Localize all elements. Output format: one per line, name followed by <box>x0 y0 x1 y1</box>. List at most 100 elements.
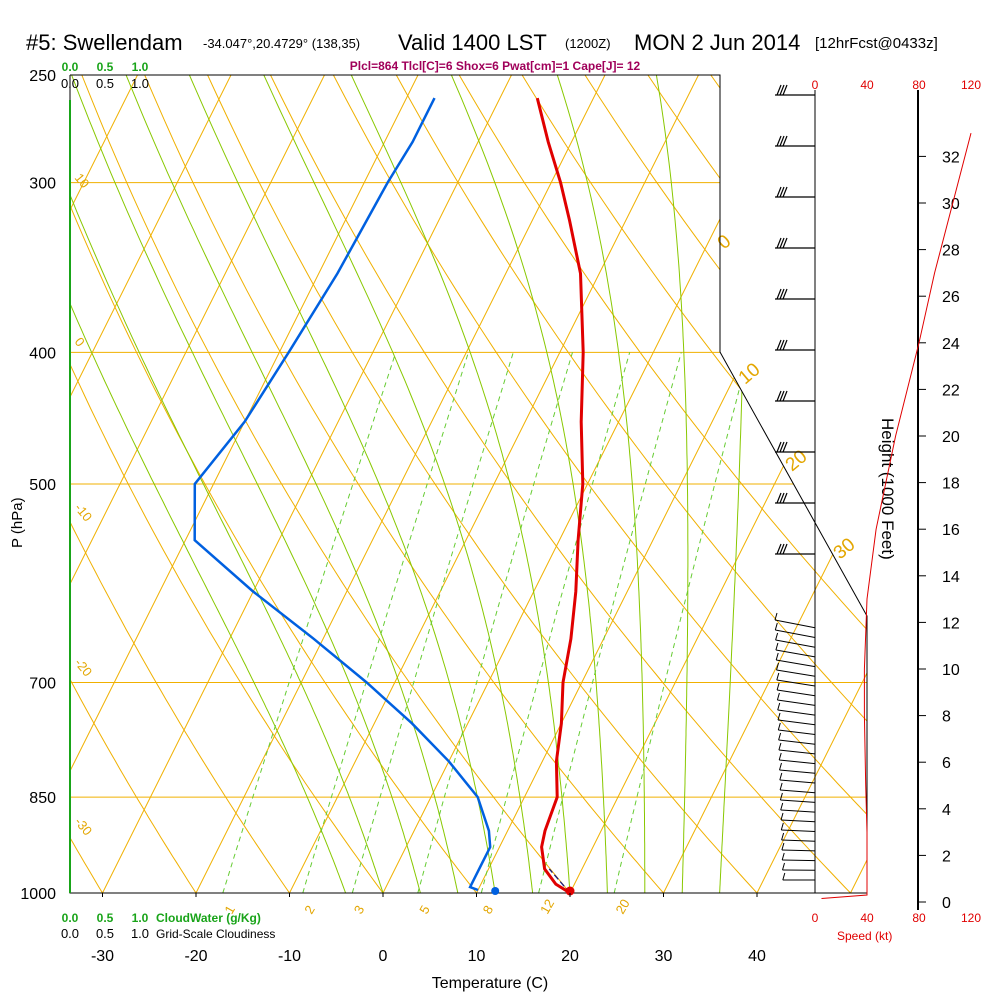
pressure-tick-label: 400 <box>29 345 56 362</box>
wind-barb <box>777 722 816 735</box>
wind-barb-feather <box>779 792 783 801</box>
dry-adiabat <box>507 75 867 893</box>
wind-barb <box>779 762 816 774</box>
wind-barb-feather <box>779 782 783 791</box>
wind-barb-feather <box>782 339 788 351</box>
speed-tick-label-bottom: 0 <box>812 911 819 925</box>
wind-barb <box>778 752 816 765</box>
isotherm <box>663 75 867 893</box>
cloudwater-scale-top: 0.0 <box>62 60 79 74</box>
cloud-scales: 0.00.00.00.00.50.50.50.51.01.01.01.0 <box>61 60 149 941</box>
wind-barb-feather <box>779 390 785 402</box>
height-tick-label: 2 <box>942 848 951 865</box>
wind-barb-feather <box>774 612 778 621</box>
wind-barb <box>780 802 816 813</box>
isotherm <box>289 75 699 893</box>
wind-barb <box>775 186 815 198</box>
wind-barb-feather <box>776 543 782 555</box>
wind-barb-feather <box>776 339 782 351</box>
wind-barb-shaft <box>775 629 816 638</box>
wind-barb-shaft <box>781 849 816 852</box>
wind-barb-feather <box>779 84 785 96</box>
temperature-tick-label: -20 <box>184 948 207 965</box>
dry-adiabat <box>70 75 500 893</box>
dry-adiabat-label: 10 <box>72 170 93 191</box>
speed-tick-label-bottom: 120 <box>961 911 981 925</box>
temperature-axis-ticks: -30 -20 -10 0 10 20 30 40 <box>91 893 766 965</box>
wind-barb-feather <box>780 802 784 811</box>
cloudwater-scale-bottom: 0.5 <box>97 911 114 925</box>
moist-adiabat <box>70 75 384 893</box>
temperature-tick-label: 20 <box>561 948 579 965</box>
moist-adiabat <box>556 75 646 893</box>
moist-adiabat <box>450 75 608 893</box>
stability-indices: Plcl=864 Tlcl[C]=6 Shox=6 Pwat[cm]=1 Cap… <box>350 59 641 73</box>
title-date: MON 2 Jun 2014 <box>634 30 800 55</box>
wind-barb-shaft <box>779 769 816 774</box>
wind-barb-feather <box>779 339 785 351</box>
dry-adiabat-label: 0 <box>72 334 88 349</box>
cloudiness-scale-top: 1.0 <box>131 76 149 91</box>
speed-axis-label: Speed (kt) <box>837 929 892 943</box>
mixing-ratio-line <box>538 352 682 893</box>
mixing-ratio-label: 3 <box>351 903 368 917</box>
wind-barb-shaft <box>776 659 816 668</box>
wind-barb-shaft <box>781 839 816 842</box>
wind-barb-feather <box>778 742 782 751</box>
wind-barb-feather <box>776 672 780 681</box>
dry-adiabat <box>70 75 216 893</box>
cloudwater-scale-top: 1.0 <box>132 60 149 74</box>
wind-barb-shaft <box>778 749 816 755</box>
isotherm <box>102 75 512 893</box>
wind-barb-feather <box>776 390 782 402</box>
mixing-ratio-label: 8 <box>480 903 497 917</box>
moist-adiabat <box>70 75 347 893</box>
surface-dewpoint-dot <box>491 887 500 895</box>
wind-barb <box>775 237 815 249</box>
title-zulu: (1200Z) <box>565 36 611 51</box>
wind-barb-feather <box>776 237 782 249</box>
wind-barb <box>775 492 815 504</box>
wind-barb-feather <box>782 288 788 300</box>
wind-barb-feather <box>779 492 785 504</box>
isotherm <box>850 75 867 893</box>
height-tick-label: 0 <box>942 895 951 912</box>
wind-barb-feather <box>782 441 788 453</box>
dry-adiabat <box>70 75 405 893</box>
wind-barb <box>780 822 816 832</box>
wind-barb-feather <box>780 812 784 821</box>
wind-barbs <box>774 84 816 881</box>
height-axis-label: Height (1000 Feet) <box>878 418 897 560</box>
height-tick-label: 6 <box>942 755 951 772</box>
height-tick-label: 24 <box>942 336 960 353</box>
wind-barb <box>777 712 816 726</box>
mixing-ratio-line <box>613 352 750 893</box>
temperature-line <box>535 97 585 895</box>
pressure-axis-label: P (hPa) <box>9 497 26 548</box>
temperature-tick-label: 10 <box>468 948 486 965</box>
wind-barb-feather <box>776 135 782 147</box>
wind-barb <box>775 441 815 453</box>
wind-barb-shaft <box>779 759 816 765</box>
dry-adiabat <box>70 75 121 893</box>
wind-barb-feather <box>781 852 785 861</box>
wind-barb <box>781 832 816 842</box>
wind-barb <box>778 742 816 755</box>
wind-barb <box>775 84 815 96</box>
wind-barb-feather <box>782 390 788 402</box>
wind-barb-shaft <box>780 799 816 803</box>
moist-adiabat-label: 30 <box>830 534 860 564</box>
wind-barb <box>775 632 816 648</box>
wind-barb-feather <box>779 288 785 300</box>
wind-barb-feather <box>780 822 784 831</box>
cloudwater-scale-top: 0.5 <box>97 60 114 74</box>
wind-barb <box>776 672 816 687</box>
isotherm <box>756 75 867 893</box>
wind-barb-shaft <box>780 819 816 823</box>
wind-barb-feather <box>779 762 782 771</box>
height-tick-label: 14 <box>942 569 960 586</box>
dry-adiabat <box>70 75 311 893</box>
height-tick-label: 10 <box>942 662 960 679</box>
wind-barb <box>775 642 816 658</box>
